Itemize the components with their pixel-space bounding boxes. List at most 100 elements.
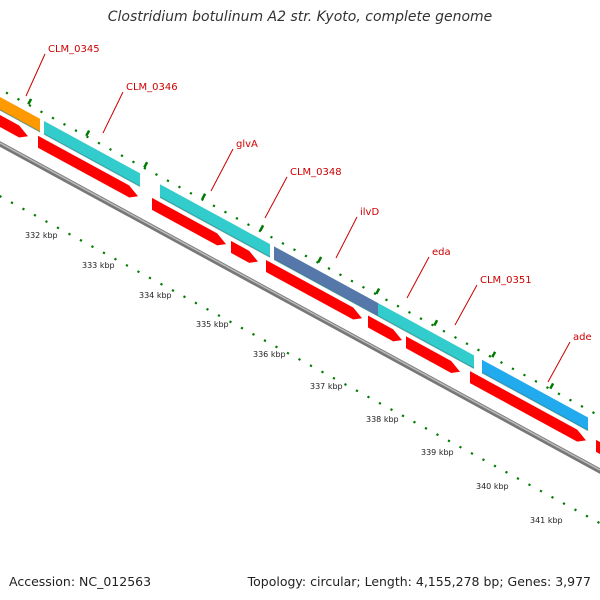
gene-label-group: glvA <box>210 139 258 192</box>
tick-dot <box>120 154 124 158</box>
tick-dot <box>281 241 285 245</box>
scale-dot <box>332 376 336 380</box>
scale-dot <box>596 520 600 524</box>
tick-dot <box>442 329 446 333</box>
scale-dot <box>67 232 71 236</box>
genome-summary: Topology: circular; Length: 4,155,278 bp… <box>247 574 591 589</box>
scale-dot <box>527 483 531 487</box>
leader-line <box>454 284 478 326</box>
forward-cds-arrow <box>406 336 460 373</box>
scale-dot <box>228 320 232 324</box>
leader-line <box>335 216 358 259</box>
tick-dot <box>591 411 595 415</box>
leader-line <box>25 53 46 97</box>
gene-label-clm_0351: CLM_0351 <box>480 275 532 286</box>
scale-dot <box>401 414 405 418</box>
scale-dot <box>79 238 83 242</box>
leader-line <box>547 341 571 383</box>
tick-dot <box>143 166 147 170</box>
tick-dot <box>511 367 515 371</box>
major-tick <box>433 319 439 327</box>
tick-dot <box>62 122 66 126</box>
scale-dot <box>251 332 255 336</box>
forward-cds-arrow <box>152 197 226 246</box>
tick-dot <box>568 398 572 402</box>
scale-dot <box>309 364 313 368</box>
gene-label-group: eda <box>406 247 451 299</box>
map-title: Clostridium botulinum A2 str. Kyoto, com… <box>107 9 493 25</box>
gene-label-glva: glvA <box>236 139 258 150</box>
scale-label: 332 kbp <box>25 231 58 240</box>
scale-dot <box>286 351 290 355</box>
tick-dot <box>189 191 193 195</box>
tick-dot <box>269 235 273 239</box>
major-tick <box>375 288 381 295</box>
gene-feature-clm_0348 <box>240 227 270 258</box>
gene-label-group: ade <box>547 332 592 383</box>
tick-dot <box>292 248 296 252</box>
forward-cds-layer <box>0 115 600 455</box>
tick-dot <box>39 110 43 114</box>
scale-dot <box>504 470 508 474</box>
scale-dot <box>148 276 152 280</box>
scale-label: 334 kbp <box>139 291 172 300</box>
scale-dot <box>424 426 428 430</box>
scale-labels-layer: 332 kbp 333 kbp 334 kbp 335 kbp 336 kbp 337 k… <box>25 231 563 525</box>
leader-line <box>102 91 124 134</box>
gene-feature-clm_0346 <box>44 120 140 187</box>
scale-dot <box>550 495 554 499</box>
tick-dot <box>465 342 469 346</box>
scale-label: 340 kbp <box>476 482 509 491</box>
tick-dot <box>327 267 331 271</box>
tick-dot <box>430 323 434 327</box>
major-tick <box>491 351 497 358</box>
tick-dot <box>51 116 55 120</box>
genome-backbone-highlight <box>0 142 600 471</box>
tick-dot <box>5 91 9 95</box>
scale-dot <box>33 213 37 217</box>
tick-dot <box>235 216 239 220</box>
scale-dot <box>21 207 25 211</box>
gene-feature-eda <box>378 303 412 335</box>
tick-dot <box>338 273 342 277</box>
genome-backbone <box>0 141 600 474</box>
gene-feature-edge <box>0 109 41 133</box>
scale-dot <box>194 301 198 305</box>
gene-feature-glva <box>160 184 240 241</box>
gene-label-group: CLM_0351 <box>454 275 532 326</box>
tick-dot <box>212 204 216 208</box>
tick-dot <box>154 173 158 176</box>
scale-dot <box>136 270 140 274</box>
leader-line <box>264 176 288 219</box>
backbone-layer <box>0 141 600 474</box>
tick-dot <box>97 141 101 145</box>
scale-label: 335 kbp <box>196 320 229 329</box>
scale-dot <box>182 295 186 299</box>
tick-dot <box>350 279 354 283</box>
gene-label-clm_0345: CLM_0345 <box>48 44 100 55</box>
scale-dot <box>44 220 48 224</box>
scale-dot <box>171 289 175 292</box>
scale-dot <box>585 514 589 518</box>
scale-dot <box>240 326 244 330</box>
tick-dot <box>131 160 135 164</box>
scale-dot <box>378 401 382 405</box>
scale-dot <box>458 445 462 449</box>
gene-feature-edge <box>411 334 475 369</box>
forward-cds-arrow <box>596 439 600 455</box>
forward-cds-arrow <box>0 115 28 138</box>
scale-dot <box>274 345 278 349</box>
scale-dot <box>217 314 221 318</box>
accession-text: Accession: NC_012563 <box>9 574 152 589</box>
tick-dot <box>534 379 538 383</box>
scale-dot <box>125 263 129 267</box>
scale-dot <box>435 433 439 437</box>
gene-label-clm_0348: CLM_0348 <box>290 167 342 178</box>
leader-line <box>406 256 430 299</box>
scale-dot <box>263 339 267 343</box>
gene-feature-ilvd <box>274 246 378 317</box>
major-tick <box>549 382 555 390</box>
scale-dot <box>516 477 520 481</box>
scale-label: 341 kbp <box>530 516 563 525</box>
